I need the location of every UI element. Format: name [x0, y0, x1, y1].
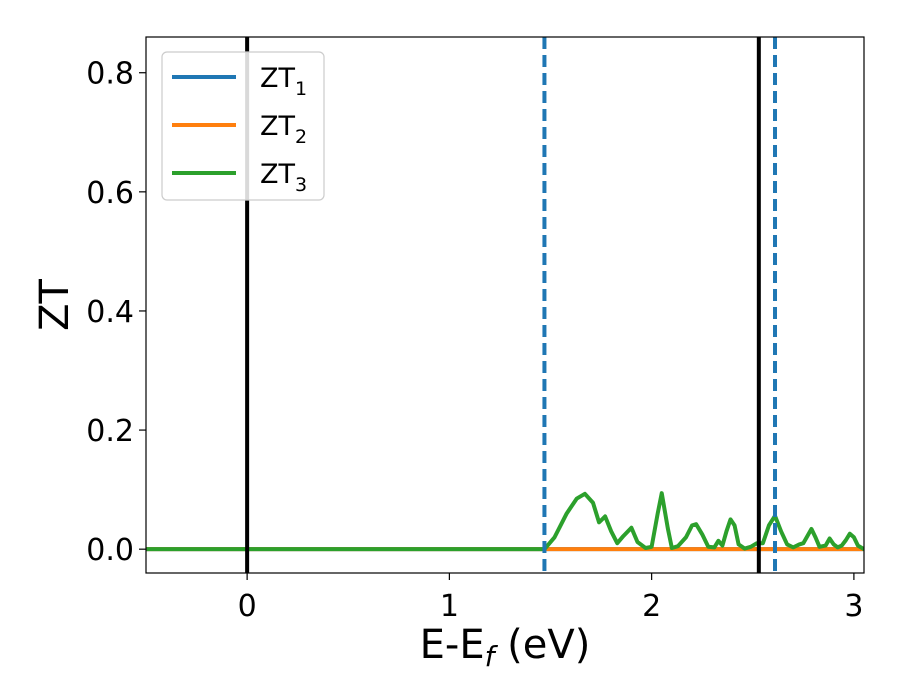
legend-box [161, 51, 325, 201]
axes-frame [145, 36, 865, 574]
x-axis-label: E-Ef (eV) [420, 622, 591, 673]
y-tick-label: 0.8 [86, 57, 134, 92]
legend-label: ZT1 [260, 63, 307, 100]
y-tick-label: 0.6 [86, 176, 134, 211]
legend: ZT1 ZT2 ZT3 [161, 51, 325, 201]
x-tick-label: 0 [238, 589, 257, 624]
x-tick-label: 2 [642, 589, 661, 624]
x-tick-label: 3 [844, 589, 863, 624]
legend-label: ZT3 [260, 159, 307, 196]
y-tick-label: 0.4 [86, 295, 134, 330]
y-axis-label: ZT [32, 279, 78, 331]
legend-label: ZT2 [260, 111, 307, 148]
y-tick-label: 0.2 [86, 414, 134, 449]
axes: 0 1 2 3 0.0 0.2 0.4 0.6 0.8 E-Ef (eV) ZT [32, 36, 865, 673]
y-tick-label: 0.0 [86, 533, 134, 568]
x-tick-label: 1 [440, 589, 459, 624]
series-line-zt3 [146, 491, 864, 552]
